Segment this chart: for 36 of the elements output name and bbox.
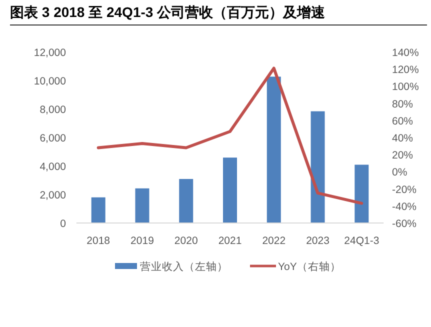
x-tick-label: 2021 xyxy=(218,235,242,247)
y-tick-label: 4,000 xyxy=(40,161,66,173)
y2-tick-label: 80% xyxy=(392,98,414,110)
line-series xyxy=(96,66,364,205)
y2-tick-label: -60% xyxy=(392,218,417,230)
y-tick-label: 10,000 xyxy=(34,76,66,88)
y-tick-label: 0 xyxy=(60,218,66,230)
legend-label: YoY（右轴） xyxy=(278,260,341,273)
bar xyxy=(310,111,325,223)
bar xyxy=(223,158,237,223)
y2-tick-label: -40% xyxy=(392,200,417,213)
x-tick-label: 2019 xyxy=(130,235,154,247)
y2-tick-label: 0% xyxy=(392,166,408,179)
x-tick-label: 2023 xyxy=(306,235,330,247)
y2-tick-label: 20% xyxy=(392,150,414,162)
bar xyxy=(354,164,369,223)
chart-title: 图表 3 2018 至 24Q1-3 公司营收（百万元）及增速 xyxy=(10,4,326,20)
y-tick-label: 6,000 xyxy=(40,132,66,144)
bar xyxy=(135,188,150,223)
x-tick-label: 2022 xyxy=(262,235,286,247)
bar xyxy=(266,76,281,223)
x-tick-label: 2018 xyxy=(86,235,110,247)
y2-tick-label: 100% xyxy=(392,81,419,94)
y-tick-label: 12,000 xyxy=(34,47,66,59)
x-tick-label: 24Q1-3 xyxy=(344,235,380,247)
bar xyxy=(91,197,106,223)
x-tick-label: 2020 xyxy=(174,235,198,247)
y2-tick-label: 60% xyxy=(392,115,414,128)
y2-tick-label: 120% xyxy=(392,64,419,76)
y-tick-label: 8,000 xyxy=(40,104,66,116)
bar xyxy=(179,178,194,223)
y2-tick-label: 140% xyxy=(392,47,419,59)
y2-tick-label: -20% xyxy=(392,184,417,196)
y-tick-label: 2,000 xyxy=(40,190,66,202)
legend-label: 营业收入（左轴） xyxy=(140,260,228,273)
y2-tick-label: 40% xyxy=(392,132,414,144)
